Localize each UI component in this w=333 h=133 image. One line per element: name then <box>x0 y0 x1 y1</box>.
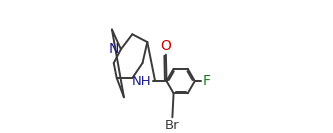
Text: NH: NH <box>132 74 152 88</box>
Text: F: F <box>202 74 210 88</box>
Text: N: N <box>109 42 120 56</box>
Text: O: O <box>161 40 171 53</box>
Text: Br: Br <box>165 119 180 132</box>
